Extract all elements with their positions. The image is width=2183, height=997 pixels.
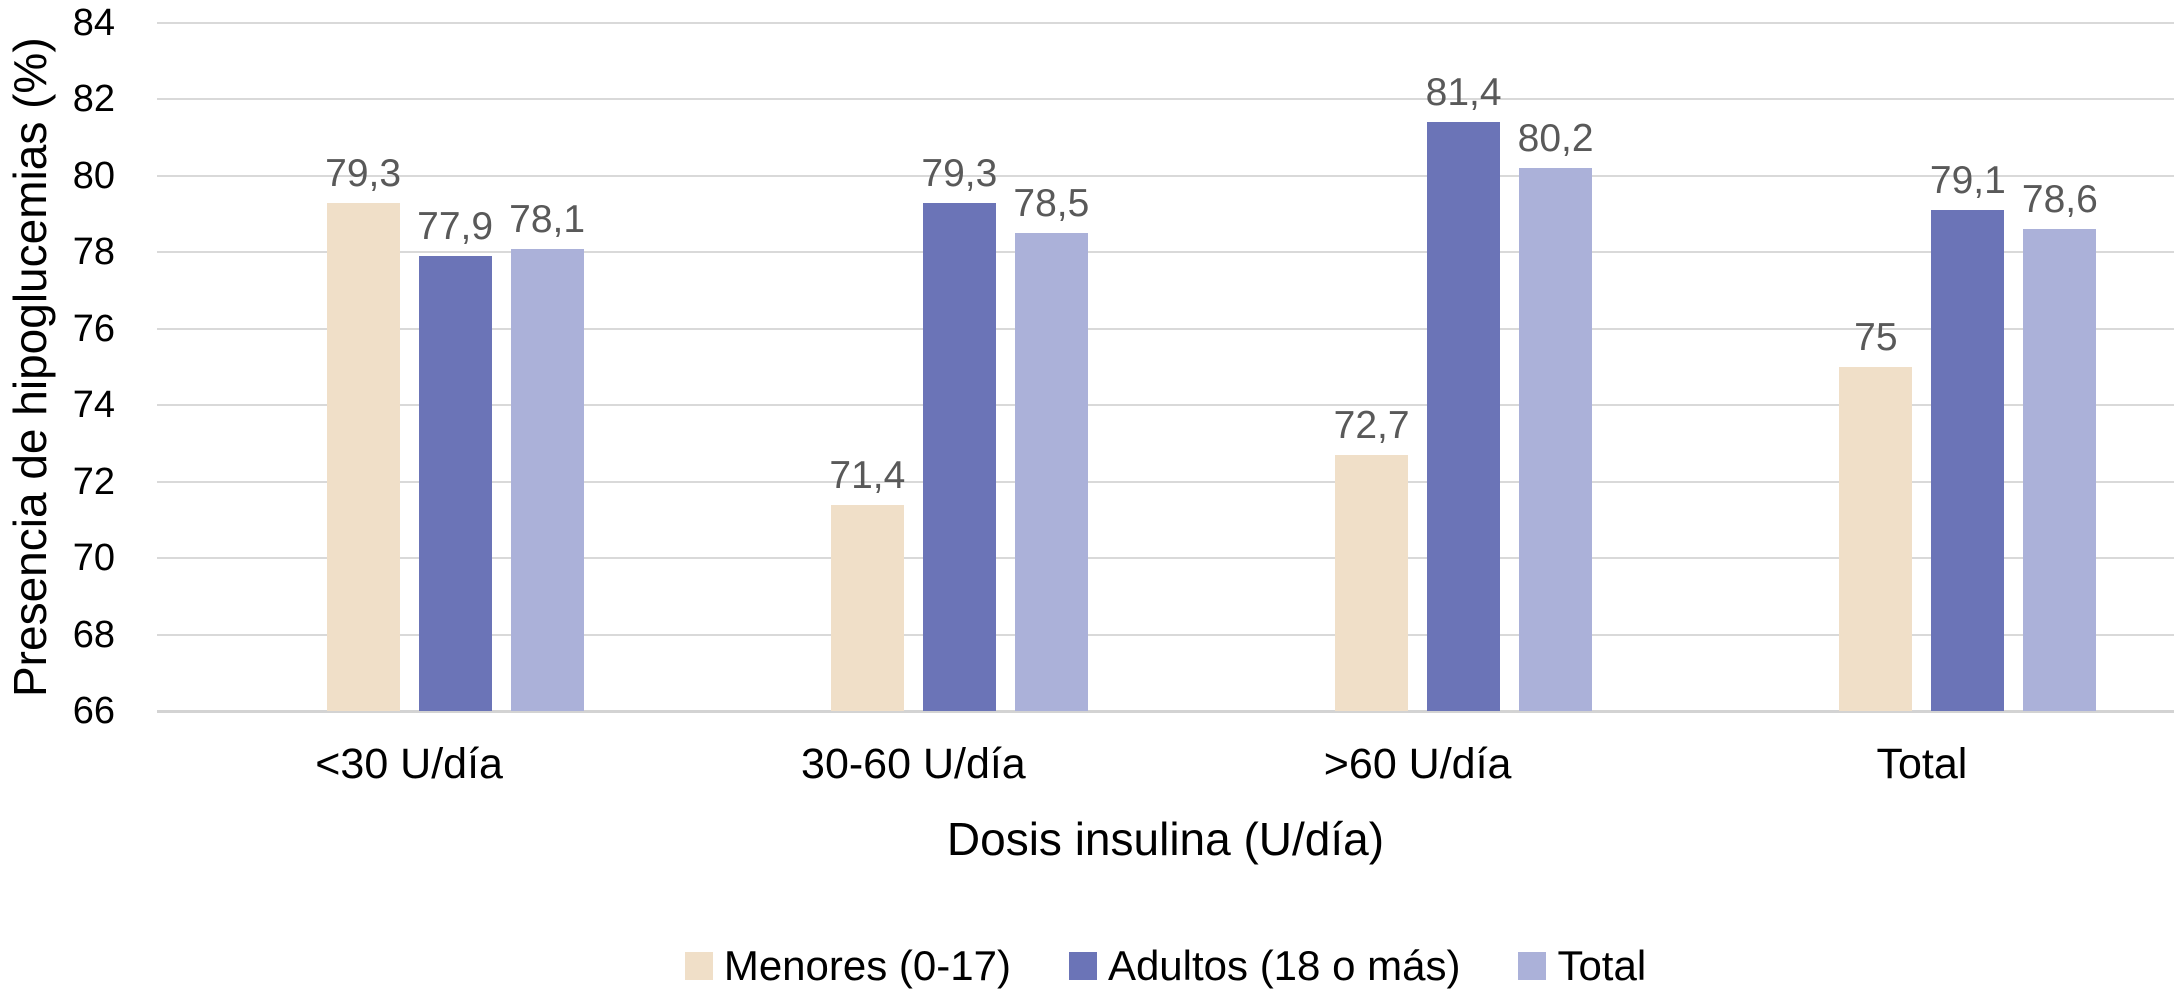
legend-label-total: Total xyxy=(1557,942,1647,989)
gridline-70 xyxy=(157,557,2174,560)
bar-menores-0-17-60-u-d-a xyxy=(1335,454,1409,711)
legend-item-total: Total xyxy=(1518,945,1646,987)
gridline-80 xyxy=(157,174,2174,177)
legend-item-menores-0-17: Menores (0-17) xyxy=(684,942,1011,989)
legend-swatch-total xyxy=(1518,952,1547,980)
data-label-total-30-60-u-d-a: 78,5 xyxy=(1013,182,1090,226)
y-tick-label-78: 78 xyxy=(72,231,115,274)
y-tick-label-74: 74 xyxy=(72,384,115,427)
y-tick-label-70: 70 xyxy=(72,537,115,580)
bar-adultos-18-o-m-s-30-60-u-d-a xyxy=(922,202,996,711)
x-tick-label-30-u-d-a: <30 U/día xyxy=(315,740,503,788)
y-tick-label-68: 68 xyxy=(72,613,115,656)
gridline-82 xyxy=(157,98,2174,101)
data-label-menores-0-17-30-u-d-a: 79,3 xyxy=(325,151,402,195)
data-label-menores-0-17-total: 75 xyxy=(1854,316,1898,359)
legend-swatch-adultos-18-o-m-s xyxy=(1068,952,1097,980)
data-label-adultos-18-o-m-s-30-u-d-a: 77,9 xyxy=(417,205,494,249)
y-axis-title: Presencia de hipoglucemias (%) xyxy=(4,37,56,697)
legend-label-adultos-18-o-m-s: Adultos (18 o más) xyxy=(1107,942,1461,989)
y-tick-label-82: 82 xyxy=(72,78,115,121)
x-axis-line xyxy=(157,709,2174,713)
gridline-68 xyxy=(157,633,2174,636)
gridline-76 xyxy=(157,327,2174,330)
legend-item-adultos-18-o-m-s: Adultos (18 o más) xyxy=(1068,942,1461,989)
y-tick-label-72: 72 xyxy=(72,460,115,503)
y-tick-label-76: 76 xyxy=(72,307,115,350)
bar-menores-0-17-30-60-u-d-a xyxy=(830,504,904,711)
bar-total-60-u-d-a xyxy=(1519,168,1593,711)
bar-menores-0-17-total xyxy=(1839,367,1913,711)
bar-total-total xyxy=(2023,229,2097,711)
y-tick-label-84: 84 xyxy=(72,2,115,44)
gridline-84 xyxy=(157,22,2174,24)
bar-adultos-18-o-m-s-total xyxy=(1931,210,2005,711)
x-axis-title: Dosis insulina (U/día) xyxy=(946,813,1385,865)
bar-menores-0-17-30-u-d-a xyxy=(326,202,400,711)
data-label-menores-0-17-30-60-u-d-a: 71,4 xyxy=(829,453,906,497)
data-label-menores-0-17-60-u-d-a: 72,7 xyxy=(1333,403,1410,447)
bar-adultos-18-o-m-s-60-u-d-a xyxy=(1427,122,1501,711)
y-tick-label-80: 80 xyxy=(72,154,115,197)
x-tick-label-60-u-d-a: >60 U/día xyxy=(1323,740,1512,788)
legend-swatch-menores-0-17 xyxy=(684,952,713,980)
bar-adultos-18-o-m-s-30-u-d-a xyxy=(418,256,492,711)
gridline-72 xyxy=(157,480,2174,483)
data-label-adultos-18-o-m-s-total: 79,1 xyxy=(1929,159,2006,203)
bar-total-30-60-u-d-a xyxy=(1014,233,1088,711)
gridline-78 xyxy=(157,251,2174,254)
data-label-adultos-18-o-m-s-30-60-u-d-a: 79,3 xyxy=(921,151,998,195)
gridline-74 xyxy=(157,404,2174,407)
data-label-total-total: 78,6 xyxy=(2021,178,2098,222)
data-label-total-60-u-d-a: 80,2 xyxy=(1517,117,1594,161)
data-label-adultos-18-o-m-s-60-u-d-a: 81,4 xyxy=(1425,71,1502,115)
y-tick-label-66: 66 xyxy=(72,690,115,732)
x-tick-label-total: Total xyxy=(1876,740,1968,788)
bar-total-30-u-d-a xyxy=(510,248,584,711)
legend: Menores (0-17) Adultos (18 o más) Total xyxy=(157,938,2174,994)
x-tick-label-30-60-u-d-a: 30-60 U/día xyxy=(801,740,1026,788)
data-label-total-30-u-d-a: 78,1 xyxy=(509,197,586,241)
legend-label-menores-0-17: Menores (0-17) xyxy=(723,942,1011,989)
